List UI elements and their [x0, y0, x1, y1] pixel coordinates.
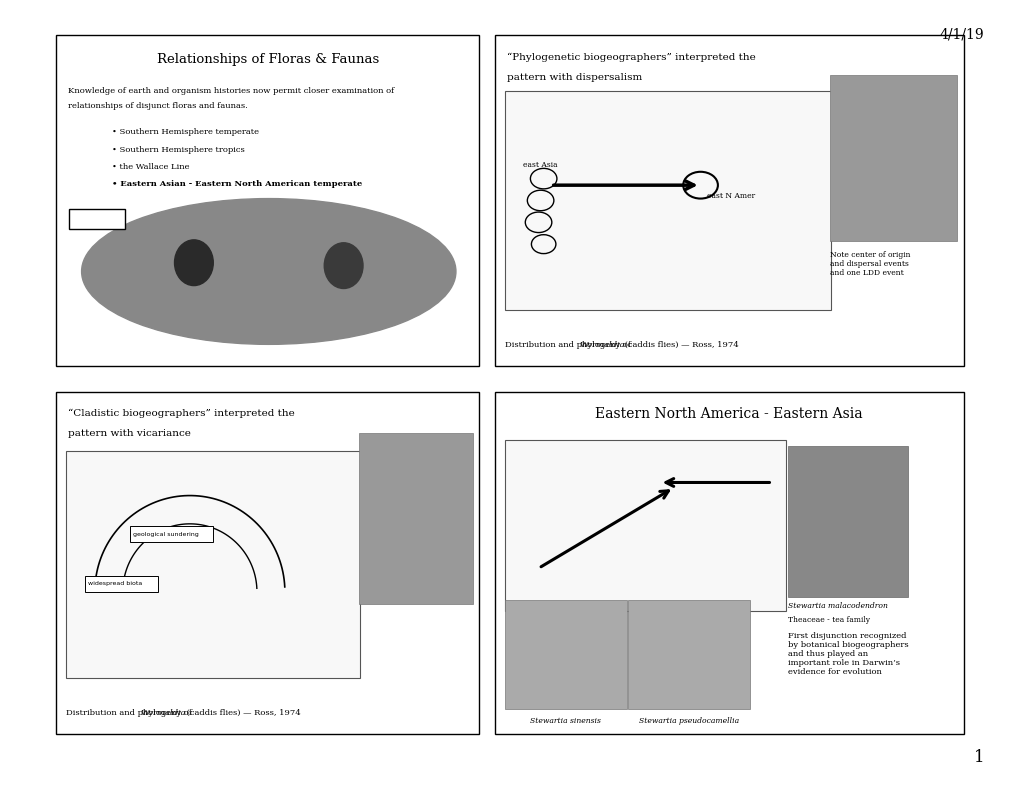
Text: “Phylogenetic biogeographers” interpreted the: “Phylogenetic biogeographers” interprete… [506, 53, 755, 62]
Ellipse shape [324, 243, 363, 288]
Bar [85, 576, 158, 592]
Bar [494, 392, 963, 734]
Text: relationships of disjunct floras and faunas.: relationships of disjunct floras and fau… [68, 102, 248, 110]
Text: geological sundering: geological sundering [132, 532, 198, 537]
Ellipse shape [82, 199, 455, 344]
Text: Relationships of Floras & Faunas: Relationships of Floras & Faunas [157, 53, 378, 65]
Bar [56, 392, 479, 734]
Text: Eastern North America - Eastern Asia: Eastern North America - Eastern Asia [595, 407, 862, 422]
Bar [788, 447, 907, 597]
Text: Stewartia sinensis: Stewartia sinensis [530, 717, 601, 725]
Text: • Southern Hemisphere tropics: • Southern Hemisphere tropics [112, 146, 245, 154]
Bar [494, 35, 963, 366]
Text: Knowledge of earth and organism histories now permit closer examination of: Knowledge of earth and organism historie… [68, 87, 394, 95]
Text: 4/1/19: 4/1/19 [938, 28, 983, 42]
Text: “Cladistic biogeographers” interpreted the: “Cladistic biogeographers” interpreted t… [68, 409, 294, 418]
Text: Distribution and phylogeny of: Distribution and phylogeny of [66, 709, 195, 717]
Bar [504, 440, 786, 611]
Text: Wormaldia: Wormaldia [579, 341, 625, 349]
Text: Stewartia pseudocamellia: Stewartia pseudocamellia [639, 717, 739, 725]
Text: Theaceae - tea family: Theaceae - tea family [788, 616, 869, 624]
Text: Note center of origin
and dispersal events
and one LDD event: Note center of origin and dispersal even… [829, 251, 910, 277]
Text: 1: 1 [973, 749, 983, 766]
Bar [829, 75, 956, 240]
Ellipse shape [174, 240, 213, 285]
Text: • Southern Hemisphere temperate: • Southern Hemisphere temperate [112, 128, 259, 136]
Bar [504, 600, 627, 709]
Bar [359, 433, 473, 604]
Text: • the Wallace Line: • the Wallace Line [112, 163, 190, 171]
Text: Stewartia malacodendron: Stewartia malacodendron [788, 603, 887, 611]
Text: widespread biota: widespread biota [88, 582, 142, 586]
Text: east Asia: east Asia [523, 162, 557, 169]
Text: First disjunction recognized
by botanical biogeographers
and thus played an
impo: First disjunction recognized by botanica… [788, 632, 908, 676]
Text: • Eastern Asian - Eastern North American temperate: • Eastern Asian - Eastern North American… [112, 180, 362, 188]
Bar [66, 452, 360, 678]
Text: Distribution and phylogeny of: Distribution and phylogeny of [504, 341, 633, 349]
Bar [129, 526, 213, 542]
Text: pattern with dispersalism: pattern with dispersalism [506, 73, 642, 82]
Bar [69, 209, 125, 229]
Bar [56, 35, 479, 366]
Text: pattern with vicariance: pattern with vicariance [68, 429, 191, 438]
Text: east N Amer: east N Amer [706, 191, 754, 199]
Text: (caddis flies) — Ross, 1974: (caddis flies) — Ross, 1974 [183, 709, 300, 717]
Text: (caddis flies) — Ross, 1974: (caddis flies) — Ross, 1974 [622, 341, 738, 349]
Bar [628, 600, 750, 709]
Bar [504, 91, 830, 310]
Text: Wormaldia: Wormaldia [141, 709, 186, 717]
